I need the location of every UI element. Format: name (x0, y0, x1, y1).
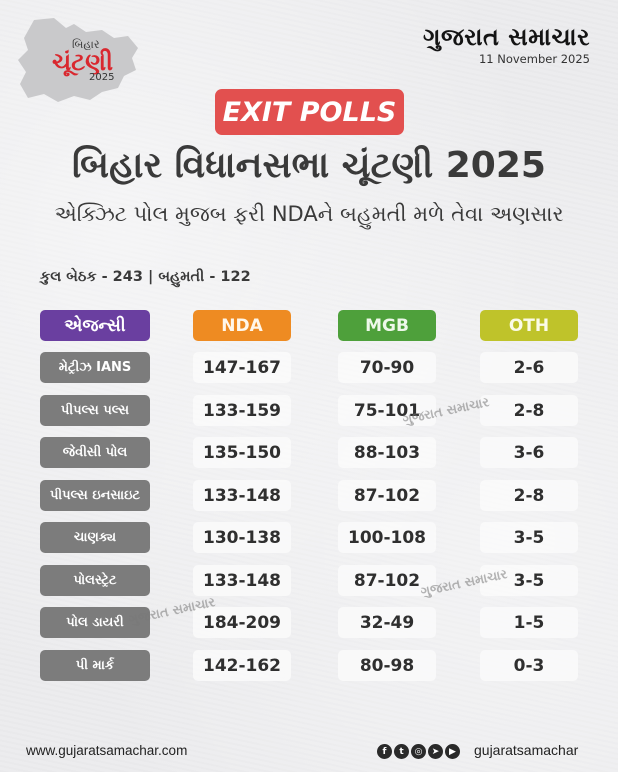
nda-value: 184-209 (193, 607, 291, 638)
agency-name: ચાણક્ય (40, 522, 150, 553)
agency-name: પીપલ્સ પલ્સ (40, 395, 150, 426)
table-row: મેટ્રીઝ IANS 147-167 70-90 2-6 (0, 352, 618, 383)
table-row: ચાણક્ય 130-138 100-108 3-5 (0, 522, 618, 553)
mgb-value: 70-90 (338, 352, 436, 383)
agency-name: પીપલ્સ ઇનસાઇટ (40, 480, 150, 511)
page-title: બિહાર વિધાનસભા ચૂંટણી 2025 (72, 145, 546, 186)
agency-name: પી માર્ક (40, 650, 150, 681)
table-row: પોલસ્ટ્રેટ 133-148 87-102 3-5 (0, 565, 618, 596)
publish-date: 11 November 2025 (478, 52, 590, 66)
nda-value: 130-138 (193, 522, 291, 553)
table-row: પીપલ્સ ઇનસાઇટ 133-148 87-102 2-8 (0, 480, 618, 511)
bihar-map-icon (18, 18, 138, 102)
logo-year: 2025 (89, 72, 115, 83)
oth-value: 0-3 (480, 650, 578, 681)
header-nda: NDA (193, 310, 291, 341)
agency-name: પોલ ડાયરી (40, 607, 150, 638)
nda-value: 133-148 (193, 480, 291, 511)
page-subtitle: એક્ઝિટ પોલ મુજબ ફરી NDAને બહુમતી મળે તેવ… (54, 202, 564, 226)
table-row: પોલ ડાયરી 184-209 32-49 1-5 (0, 607, 618, 638)
mgb-value: 75-101 (338, 395, 436, 426)
mgb-value: 87-102 (338, 480, 436, 511)
nda-value: 133-159 (193, 395, 291, 426)
mgb-value: 100-108 (338, 522, 436, 553)
table-row: પીપલ્સ પલ્સ 133-159 75-101 2-8 (0, 395, 618, 426)
oth-value: 2-8 (480, 395, 578, 426)
mgb-value: 88-103 (338, 437, 436, 468)
nda-value: 147-167 (193, 352, 291, 383)
seats-info: કુલ બેઠક - 243 | બહુમતી - 122 (40, 269, 251, 285)
header-oth: OTH (480, 310, 578, 341)
social-icons: f t ◎ ➤ ▶ (377, 744, 460, 759)
brand-logo: ગુજરાત સમાચાર (422, 22, 590, 51)
table-row: જેવીસી પોલ 135-150 88-103 3-6 (0, 437, 618, 468)
agency-name: પોલસ્ટ્રેટ (40, 565, 150, 596)
nda-value: 135-150 (193, 437, 291, 468)
instagram-icon[interactable]: ◎ (411, 744, 426, 759)
telegram-icon[interactable]: ➤ (428, 744, 443, 759)
website-link[interactable]: www.gujaratsamachar.com (26, 743, 188, 758)
nda-value: 142-162 (193, 650, 291, 681)
agency-name: મેટ્રીઝ IANS (40, 352, 150, 383)
mgb-value: 32-49 (338, 607, 436, 638)
oth-value: 1-5 (480, 607, 578, 638)
table-row: પી માર્ક 142-162 80-98 0-3 (0, 650, 618, 681)
youtube-icon[interactable]: ▶ (445, 744, 460, 759)
mgb-value: 87-102 (338, 565, 436, 596)
social-handle: gujaratsamachar (474, 742, 579, 758)
oth-value: 3-5 (480, 565, 578, 596)
logo-bihar-text: બિહાર (72, 38, 100, 51)
agency-name: જેવીસી પોલ (40, 437, 150, 468)
exit-polls-badge: EXIT POLLS (215, 89, 404, 135)
mgb-value: 80-98 (338, 650, 436, 681)
nda-value: 133-148 (193, 565, 291, 596)
logo-election-text: ચૂંટણી (52, 48, 113, 76)
oth-value: 3-5 (480, 522, 578, 553)
oth-value: 2-6 (480, 352, 578, 383)
header-agency: એજન્સી (40, 310, 150, 341)
twitter-icon[interactable]: t (394, 744, 409, 759)
oth-value: 2-8 (480, 480, 578, 511)
header-mgb: MGB (338, 310, 436, 341)
facebook-icon[interactable]: f (377, 744, 392, 759)
oth-value: 3-6 (480, 437, 578, 468)
